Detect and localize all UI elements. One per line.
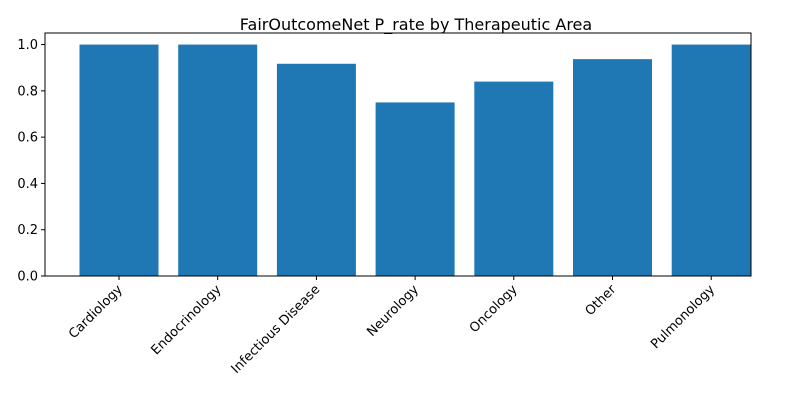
y-tick-label: 0.4 — [17, 177, 38, 192]
bar-cardiology — [79, 44, 159, 277]
bar-endocrinology — [178, 44, 258, 277]
bar-other — [573, 59, 652, 276]
bar-neurology — [375, 102, 455, 276]
plot-frame — [44, 32, 752, 277]
bars-group — [79, 44, 751, 277]
chart-title: FairOutcomeNet P_rate by Therapeutic Are… — [240, 15, 592, 35]
bar-infectious-disease — [276, 63, 356, 276]
y-tick-label: 0.6 — [17, 131, 38, 146]
y-tick-label: 0.0 — [17, 270, 38, 285]
bar-oncology — [474, 81, 554, 276]
y-tick-label: 0.2 — [17, 223, 38, 238]
y-tick-label: 1.0 — [17, 38, 38, 53]
bar-pulmonology — [671, 44, 751, 277]
y-tick-label: 0.8 — [17, 84, 38, 99]
y-axis: 0.0 0.2 0.4 0.6 0.8 1.0 — [17, 38, 45, 285]
